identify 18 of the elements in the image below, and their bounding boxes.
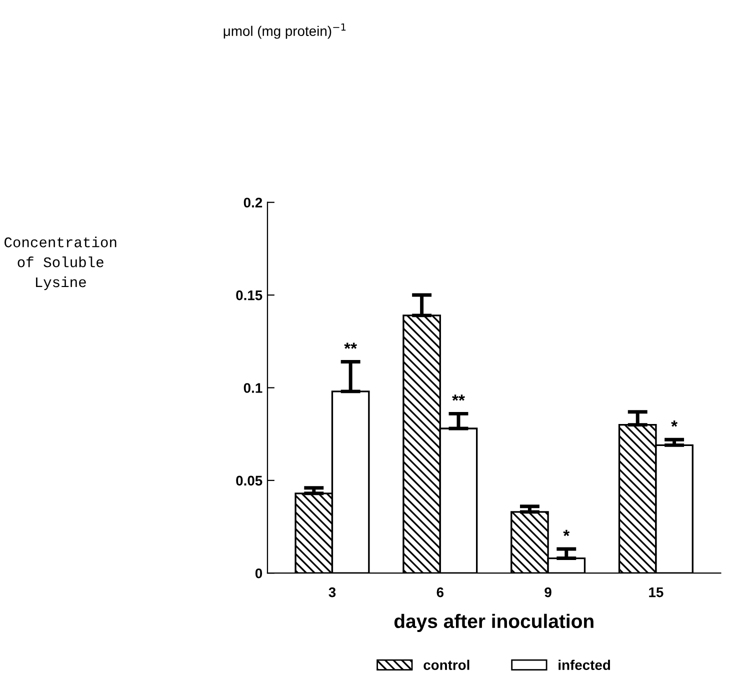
data-label: ** xyxy=(452,394,465,401)
x-tick-label: 3 xyxy=(328,587,336,598)
text: μmol (mg protein)$^{−1}$ xyxy=(224,23,346,39)
legend-label: control xyxy=(424,660,470,670)
text: Concentration of Soluble Lysine xyxy=(4,236,116,290)
legend-label: infected xyxy=(558,660,610,670)
y-tick-label: 0 xyxy=(255,568,262,578)
x-axis-title: days after inoculation xyxy=(394,614,594,632)
y-tick-label: 0.2 xyxy=(244,198,262,208)
y-tick-label: 0.1 xyxy=(244,383,262,393)
x-tick-label: 15 xyxy=(649,588,664,598)
y-tick-label: 0.05 xyxy=(236,476,262,486)
data-label: ** xyxy=(344,342,358,349)
data-label: * xyxy=(563,530,570,536)
x-tick-label: 9 xyxy=(544,587,552,598)
x-tick-label: 6 xyxy=(436,587,444,598)
data-label: * xyxy=(671,420,678,427)
y-tick-label: 0.15 xyxy=(236,290,262,300)
